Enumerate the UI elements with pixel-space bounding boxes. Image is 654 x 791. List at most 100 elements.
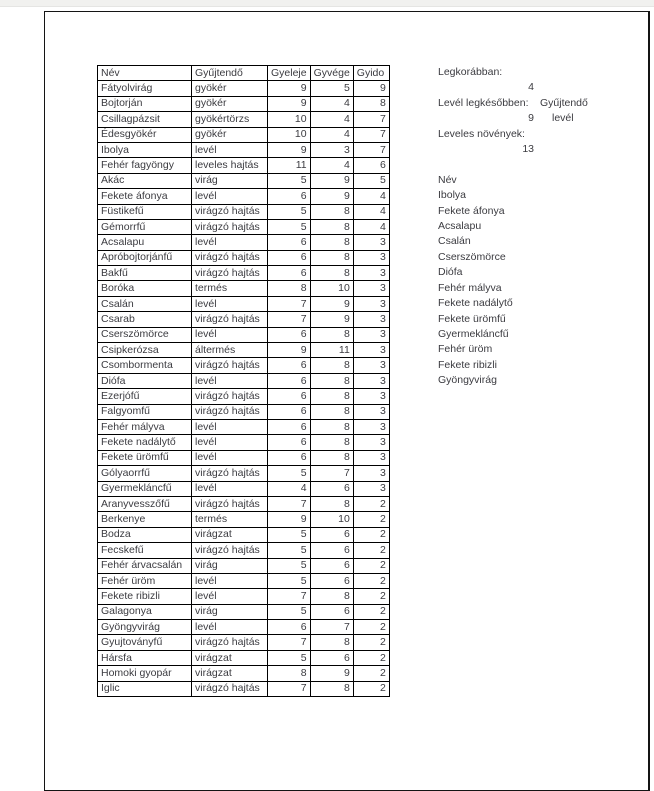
value-cell: 5 bbox=[267, 218, 311, 236]
part-cell: levél bbox=[191, 418, 268, 436]
value-cell: 10 bbox=[309, 280, 354, 297]
table-row: Csalán levél 7 9 3 bbox=[97, 295, 390, 313]
table-row: Hársfa virágzat 5 6 2 bbox=[97, 649, 390, 667]
plant-name-cell: Iglic bbox=[97, 680, 192, 698]
part-cell: virágzat bbox=[191, 649, 268, 667]
value-cell: 3 bbox=[352, 280, 390, 297]
table-row: Gólyaorrfű virágzó hajtás 5 7 3 bbox=[97, 465, 390, 482]
value-cell: 3 bbox=[352, 480, 390, 497]
part-cell: levél bbox=[191, 449, 268, 467]
value-cell: 8 bbox=[309, 249, 354, 267]
part-cell: virágzó hajtás bbox=[191, 249, 268, 267]
value-cell: 3 bbox=[352, 372, 390, 390]
plants-table-body: Fátyolvirág gyökér 9 5 9 Bojtorján gyökér 9 4 8 Cs… bbox=[97, 80, 390, 698]
latest-label: Levél legkésőbben: bbox=[438, 96, 529, 109]
side-list-item: Diófa bbox=[438, 265, 648, 280]
value-cell: 8 bbox=[309, 326, 354, 344]
value-cell: 6 bbox=[267, 388, 311, 405]
side-row-leafy-value: 13 bbox=[438, 142, 648, 157]
side-list-item-label: Gyöngyvirág bbox=[438, 374, 497, 387]
part-cell: virágzó hajtás bbox=[191, 465, 268, 482]
table-row: Diófa levél 6 8 3 bbox=[97, 372, 390, 390]
side-list-item: Fekete nadálytő bbox=[438, 296, 648, 311]
side-list-item: Gyermekláncfű bbox=[438, 327, 648, 342]
value-cell: 3 bbox=[352, 311, 390, 328]
side-list-item-label: Csalán bbox=[438, 235, 471, 248]
plant-name-cell: Boróka bbox=[97, 280, 192, 297]
side-list-item: Fekete áfonya bbox=[438, 204, 648, 219]
table-header-row: Név Gyűjtendő Gyeleje Gyvége Gyido bbox=[97, 64, 390, 82]
col-header-nev: Név bbox=[97, 64, 192, 82]
plant-name-cell: Édesgyökér bbox=[97, 126, 192, 143]
value-cell: 8 bbox=[309, 403, 354, 420]
table-row: Csarab virágzó hajtás 7 9 3 bbox=[97, 311, 390, 328]
side-list-item-label: Fehér mályva bbox=[438, 281, 502, 294]
value-cell: 9 bbox=[267, 141, 311, 159]
plant-name-cell: Galagonya bbox=[97, 603, 192, 621]
table-row: Fehér mályva levél 6 8 3 bbox=[97, 418, 390, 436]
value-cell: 2 bbox=[352, 572, 390, 590]
plant-name-cell: Csalán bbox=[97, 295, 192, 313]
table-row: Fátyolvirág gyökér 9 5 9 bbox=[97, 80, 390, 97]
value-cell: 5 bbox=[267, 649, 311, 667]
side-list-item: Fehér mályva bbox=[438, 281, 648, 296]
plant-name-cell: Cserszömörce bbox=[97, 326, 192, 344]
value-cell: 6 bbox=[267, 372, 311, 390]
value-cell: 8 bbox=[309, 203, 354, 220]
col-header-gyvege: Gyvége bbox=[309, 64, 354, 82]
part-cell: leveles hajtás bbox=[191, 157, 268, 174]
value-cell: 4 bbox=[267, 480, 311, 497]
value-cell: 7 bbox=[267, 634, 311, 651]
plant-name-cell: Fátyolvirág bbox=[97, 80, 192, 97]
value-cell: 7 bbox=[267, 680, 311, 698]
plant-name-cell: Ibolya bbox=[97, 141, 192, 159]
table-row: Fekete nadálytő levél 6 8 3 bbox=[97, 434, 390, 451]
value-cell: 9 bbox=[309, 188, 354, 205]
leafy-label: Leveles növények: bbox=[438, 127, 525, 140]
value-cell: 3 bbox=[352, 465, 390, 482]
value-cell: 3 bbox=[352, 249, 390, 267]
side-row-earliest-value: 4 bbox=[438, 80, 648, 95]
part-cell: virágzó hajtás bbox=[191, 495, 268, 513]
part-cell: virágzó hajtás bbox=[191, 357, 268, 374]
part-cell: levél bbox=[191, 326, 268, 344]
value-cell: 6 bbox=[267, 434, 311, 451]
plant-name-cell: Falgyomfű bbox=[97, 403, 192, 420]
value-cell: 7 bbox=[267, 295, 311, 313]
value-cell: 9 bbox=[352, 80, 390, 97]
value-cell: 7 bbox=[267, 588, 311, 605]
value-cell: 3 bbox=[352, 403, 390, 420]
value-cell: 11 bbox=[267, 157, 311, 174]
side-list-item: Fekete ürömfű bbox=[438, 312, 648, 327]
value-cell: 4 bbox=[352, 188, 390, 205]
side-list-item-label: Fekete nadálytő bbox=[438, 297, 513, 310]
table-row: Akác virág 5 9 5 bbox=[97, 172, 390, 190]
plant-name-cell: Fekete áfonya bbox=[97, 188, 192, 205]
col-header-gyeleje: Gyeleje bbox=[267, 64, 311, 82]
part-cell: levél bbox=[191, 480, 268, 497]
value-cell: 3 bbox=[352, 449, 390, 467]
value-cell: 8 bbox=[309, 588, 354, 605]
value-cell: 7 bbox=[352, 126, 390, 143]
table-row: Aranyvesszőfű virágzó hajtás 7 8 2 bbox=[97, 495, 390, 513]
value-cell: 9 bbox=[267, 342, 311, 359]
part-cell: gyökértörzs bbox=[191, 111, 268, 128]
plant-name-cell: Csombormenta bbox=[97, 357, 192, 374]
plant-name-cell: Fehér üröm bbox=[97, 572, 192, 590]
plant-name-cell: Csarab bbox=[97, 311, 192, 328]
value-cell: 6 bbox=[267, 403, 311, 420]
plant-name-cell: Fekete ribizli bbox=[97, 588, 192, 605]
top-strip bbox=[0, 0, 654, 7]
value-cell: 5 bbox=[267, 603, 311, 621]
value-cell: 2 bbox=[352, 649, 390, 667]
value-cell: 5 bbox=[267, 203, 311, 220]
value-cell: 7 bbox=[267, 311, 311, 328]
table-row: Ezerjófű virágzó hajtás 6 8 3 bbox=[97, 388, 390, 405]
value-cell: 6 bbox=[267, 357, 311, 374]
value-cell: 8 bbox=[309, 265, 354, 282]
side-list-item-label: Acsalapu bbox=[438, 220, 482, 233]
value-cell: 2 bbox=[352, 619, 390, 636]
side-list-item-label: Fehér üröm bbox=[438, 343, 493, 356]
value-cell: 3 bbox=[352, 326, 390, 344]
side-row-earliest-label: Legkorábban: bbox=[438, 65, 648, 80]
